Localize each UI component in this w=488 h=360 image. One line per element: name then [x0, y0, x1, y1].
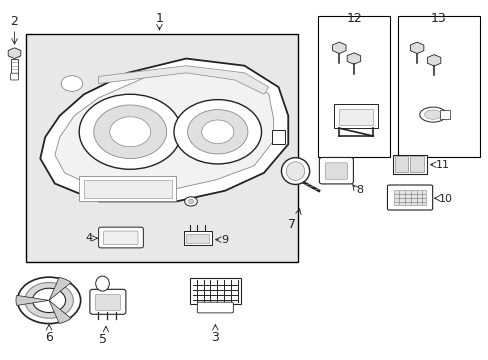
Bar [318, 16, 389, 157]
Text: 7: 7 [287, 218, 295, 231]
FancyBboxPatch shape [95, 295, 120, 310]
Ellipse shape [419, 107, 446, 122]
Circle shape [94, 105, 166, 158]
Polygon shape [427, 55, 440, 66]
Bar [440, 110, 449, 119]
Text: 8: 8 [356, 185, 363, 195]
Text: 10: 10 [438, 194, 452, 203]
Text: 12: 12 [346, 12, 362, 24]
Circle shape [184, 197, 197, 206]
Text: 13: 13 [430, 12, 446, 24]
FancyBboxPatch shape [197, 302, 233, 313]
Bar [183, 231, 211, 245]
Polygon shape [40, 59, 287, 202]
Bar [392, 155, 426, 174]
Bar [186, 234, 209, 243]
Circle shape [201, 120, 233, 144]
Circle shape [18, 277, 81, 324]
Circle shape [110, 117, 150, 147]
FancyBboxPatch shape [386, 185, 432, 210]
Bar [271, 130, 285, 144]
Bar [26, 33, 297, 262]
Circle shape [32, 288, 65, 312]
Wedge shape [49, 277, 71, 300]
Bar [11, 59, 18, 75]
Wedge shape [49, 300, 71, 324]
Text: 6: 6 [45, 331, 53, 344]
FancyBboxPatch shape [325, 163, 347, 179]
Polygon shape [409, 42, 423, 54]
Bar [409, 157, 423, 172]
Circle shape [79, 94, 181, 169]
Text: 2: 2 [11, 15, 19, 28]
Circle shape [187, 110, 247, 154]
Ellipse shape [286, 162, 304, 180]
Bar [334, 104, 377, 128]
Bar [393, 190, 425, 205]
Circle shape [174, 100, 261, 164]
Bar [397, 16, 479, 157]
Ellipse shape [281, 158, 309, 184]
Bar [394, 157, 407, 172]
Polygon shape [332, 42, 346, 54]
Text: 3: 3 [211, 331, 219, 344]
Circle shape [61, 76, 82, 91]
Bar [84, 180, 171, 198]
Polygon shape [8, 48, 21, 59]
FancyBboxPatch shape [103, 231, 138, 245]
Text: 5: 5 [99, 333, 107, 346]
Polygon shape [99, 66, 268, 94]
FancyBboxPatch shape [90, 289, 125, 314]
Text: 11: 11 [435, 159, 448, 170]
Bar [190, 278, 241, 304]
Polygon shape [346, 53, 360, 64]
Text: 9: 9 [221, 235, 228, 245]
FancyBboxPatch shape [11, 73, 19, 80]
Circle shape [188, 199, 194, 203]
Ellipse shape [424, 110, 441, 119]
FancyBboxPatch shape [319, 157, 353, 184]
Polygon shape [55, 69, 273, 191]
Ellipse shape [96, 276, 109, 291]
Text: 1: 1 [155, 12, 163, 24]
Circle shape [25, 283, 73, 318]
Text: 4: 4 [85, 233, 93, 243]
Bar [79, 176, 176, 202]
Bar [339, 109, 372, 125]
Wedge shape [16, 295, 49, 305]
FancyBboxPatch shape [99, 227, 143, 248]
